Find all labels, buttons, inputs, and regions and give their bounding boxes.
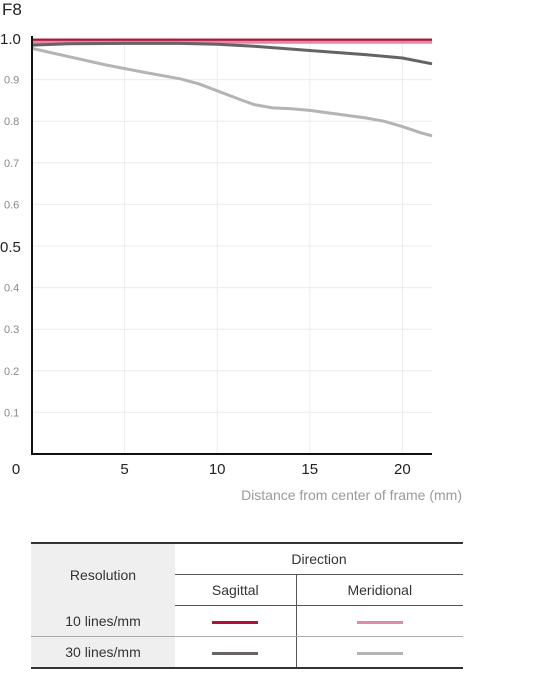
y-tick-label: 0.9 <box>4 75 19 87</box>
legend-row: 10 lines/mm <box>31 605 463 637</box>
legend-row: 30 lines/mm <box>31 636 463 669</box>
y-tick-label: 0.2 <box>4 366 19 378</box>
y-tick-label: 0.8 <box>4 116 19 128</box>
grid <box>32 37 432 454</box>
x-tick-label: 0 <box>12 461 20 478</box>
series-lines <box>31 38 433 138</box>
legend-row-label: 30 lines/mm <box>31 636 175 669</box>
y-tick-label: 0.6 <box>4 199 19 211</box>
x-axis-label: Distance from center of frame (mm) <box>241 487 462 503</box>
x-tick-label: 10 <box>209 461 226 478</box>
x-tick-label: 5 <box>120 461 128 478</box>
series-line-m30 <box>31 46 433 138</box>
y-tick-label: 0.3 <box>4 324 19 336</box>
legend-table: Resolution Direction Sagittal Meridional… <box>31 542 463 669</box>
legend-swatch-meridional-30 <box>356 651 403 655</box>
y-tick-label: 0.5 <box>0 239 21 256</box>
legend-swatch-sagittal-30 <box>212 651 259 655</box>
y-tick-label: 1.0 <box>0 31 21 48</box>
legend-meridional-header: Meridional <box>296 574 463 606</box>
legend-swatch-sagittal-10 <box>212 620 259 624</box>
mtf-chart: 0.10.20.30.40.50.60.70.80.91.0 0 5 10 15 20 … <box>0 31 462 503</box>
legend-resolution-header: Resolution <box>31 542 175 606</box>
axes <box>31 36 432 455</box>
series-line-s30 <box>31 41 433 66</box>
y-tick-label: 0.7 <box>4 158 19 170</box>
y-tick-label: 0.4 <box>4 283 19 295</box>
y-tick-labels: 0.1 0.2 0.3 0.4 0.5 0.6 0.7 0.8 0.9 1.0 <box>0 31 21 419</box>
legend-row-label: 10 lines/mm <box>31 605 175 637</box>
chart-title: F8 <box>2 0 22 19</box>
legend-swatch-meridional-10 <box>356 620 403 624</box>
x-tick-labels: 0 5 10 15 20 <box>12 461 411 478</box>
x-tick-label: 15 <box>301 461 318 478</box>
y-tick-label: 0.1 <box>4 407 19 419</box>
legend-direction-header: Direction <box>175 542 463 575</box>
legend-sagittal-header: Sagittal <box>175 574 297 606</box>
x-tick-label: 20 <box>394 461 411 478</box>
